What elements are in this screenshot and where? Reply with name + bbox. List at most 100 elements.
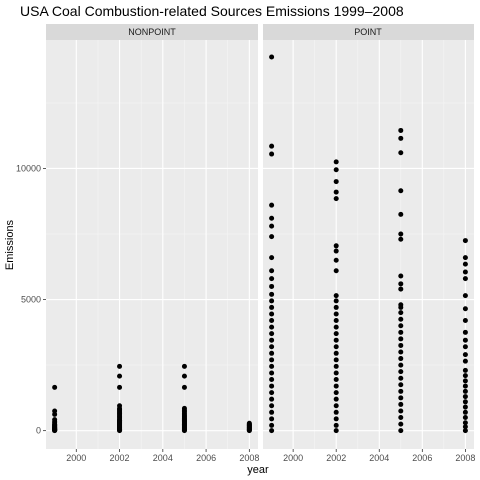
data-point <box>334 423 339 428</box>
data-point <box>269 428 274 433</box>
data-point <box>117 364 122 369</box>
data-point <box>463 394 468 399</box>
facet-panel-point: POINT <box>263 24 474 449</box>
data-point <box>269 325 274 330</box>
x-tick-label: 2006 <box>196 453 216 463</box>
x-tick-label: 2000 <box>66 453 86 463</box>
x-tick-label: 2000 <box>283 453 303 463</box>
data-point <box>463 389 468 394</box>
data-point <box>398 336 403 341</box>
data-point <box>269 292 274 297</box>
data-point <box>269 311 274 316</box>
data-point <box>398 212 403 217</box>
data-point <box>463 306 468 311</box>
data-point <box>269 377 274 382</box>
data-point <box>334 377 339 382</box>
data-point <box>117 385 122 390</box>
data-point <box>334 268 339 273</box>
data-point <box>334 364 339 369</box>
data-point <box>182 374 187 379</box>
data-point <box>269 144 274 149</box>
data-point <box>398 349 403 354</box>
data-point <box>269 331 274 336</box>
data-point <box>398 395 403 400</box>
data-point <box>398 389 403 394</box>
data-point <box>398 343 403 348</box>
data-point <box>398 363 403 368</box>
data-point <box>463 405 468 410</box>
data-point <box>463 359 468 364</box>
data-point <box>334 249 339 254</box>
x-tick-label: 2002 <box>326 453 346 463</box>
data-point <box>269 423 274 428</box>
data-point <box>398 317 403 322</box>
data-point <box>334 384 339 389</box>
data-point <box>398 136 403 141</box>
data-point <box>269 298 274 303</box>
data-point <box>334 410 339 415</box>
panel-background-point <box>263 40 474 449</box>
data-point <box>334 416 339 421</box>
facet-strip-label-nonpoint: NONPOINT <box>128 27 176 37</box>
data-point <box>334 305 339 310</box>
data-point <box>334 338 339 343</box>
data-point <box>398 287 403 292</box>
data-point <box>398 232 403 237</box>
data-point <box>463 415 468 420</box>
data-point <box>269 390 274 395</box>
x-tick-label: 2004 <box>369 453 389 463</box>
data-point <box>334 179 339 184</box>
data-point <box>269 338 274 343</box>
data-point <box>398 188 403 193</box>
data-point <box>398 281 403 286</box>
data-point <box>398 369 403 374</box>
data-point <box>182 428 187 433</box>
data-point <box>463 344 468 349</box>
data-point <box>269 268 274 273</box>
data-point <box>334 311 339 316</box>
data-point <box>463 378 468 383</box>
data-point <box>398 273 403 278</box>
data-point <box>334 167 339 172</box>
data-point <box>334 344 339 349</box>
data-point <box>269 344 274 349</box>
data-point <box>398 376 403 381</box>
data-point <box>334 190 339 195</box>
data-point <box>117 374 122 379</box>
data-point <box>269 364 274 369</box>
data-point <box>463 330 468 335</box>
y-tick-label: 5000 <box>21 295 41 305</box>
data-point <box>269 234 274 239</box>
data-point <box>463 384 468 389</box>
data-point <box>463 428 468 433</box>
data-point <box>463 338 468 343</box>
y-tick-label: 10000 <box>16 163 41 173</box>
data-point <box>334 357 339 362</box>
data-point <box>269 203 274 208</box>
x-axis: 2000 2002 2004 2006 2008 2000 2002 2004 2006 2008 <box>66 449 475 463</box>
data-point <box>269 318 274 323</box>
data-point <box>269 276 274 281</box>
data-point <box>334 370 339 375</box>
data-point <box>182 364 187 369</box>
data-point <box>398 382 403 387</box>
data-point <box>269 55 274 60</box>
data-point <box>334 390 339 395</box>
data-point <box>334 331 339 336</box>
data-point <box>269 284 274 289</box>
data-point <box>398 408 403 413</box>
data-point <box>269 403 274 408</box>
data-point <box>182 385 187 390</box>
data-point <box>334 293 339 298</box>
data-point <box>463 262 468 267</box>
data-point <box>398 415 403 420</box>
data-point <box>269 384 274 389</box>
data-point <box>463 270 468 275</box>
data-point <box>334 351 339 356</box>
data-point <box>334 318 339 323</box>
data-point <box>334 403 339 408</box>
y-tick-label: 0 <box>36 426 41 436</box>
data-point <box>398 128 403 133</box>
data-point <box>334 397 339 402</box>
data-point <box>334 243 339 248</box>
